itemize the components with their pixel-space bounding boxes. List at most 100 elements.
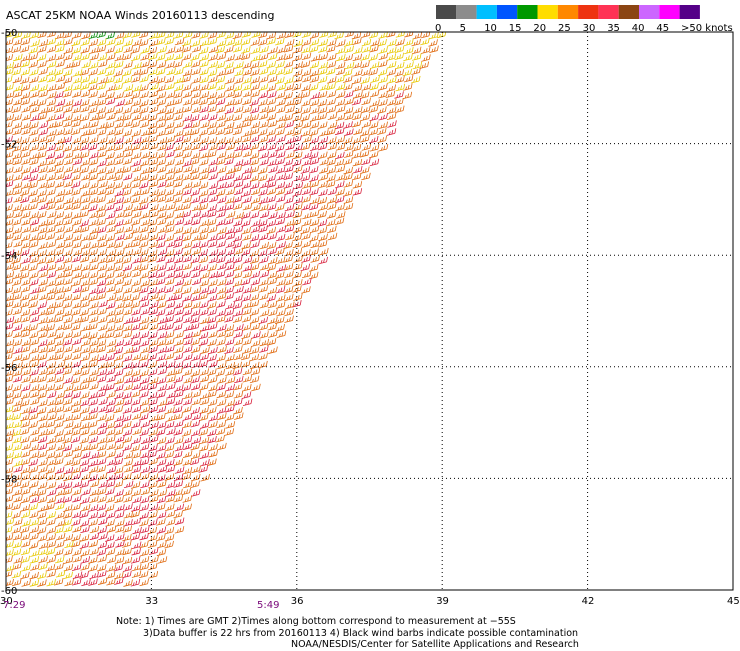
wind-barb xyxy=(183,442,193,450)
wind-barb xyxy=(89,241,100,249)
wind-barb xyxy=(250,240,260,249)
wind-barb xyxy=(123,495,133,503)
wind-barb xyxy=(148,68,158,76)
wind-barb xyxy=(37,285,47,293)
colorbar-box xyxy=(496,5,518,19)
wind-barb xyxy=(122,443,133,452)
wind-barb xyxy=(300,113,310,122)
wind-barb xyxy=(157,556,168,564)
wind-barb xyxy=(88,442,99,451)
wind-barb xyxy=(174,129,184,137)
wind-barb xyxy=(30,39,40,47)
wind-barb xyxy=(122,406,133,414)
wind-barb xyxy=(130,345,141,354)
wind-barb xyxy=(6,368,15,377)
wind-barb xyxy=(327,38,337,47)
wind-barb xyxy=(80,300,90,308)
wind-barb xyxy=(182,98,193,106)
wind-barb xyxy=(164,540,174,549)
wind-barb xyxy=(106,301,116,310)
wind-barb xyxy=(174,443,185,452)
wind-barb xyxy=(98,256,108,264)
wind-barb xyxy=(318,52,329,61)
wind-barb xyxy=(71,211,82,219)
wind-barb xyxy=(301,38,312,47)
wind-barb xyxy=(368,105,379,113)
wind-barb xyxy=(89,218,99,226)
colorbar-boxes xyxy=(436,5,700,19)
wind-barb xyxy=(182,195,192,204)
wind-barb xyxy=(232,195,243,203)
wind-barb xyxy=(259,309,270,317)
wind-barb xyxy=(378,46,388,54)
wind-barb xyxy=(140,128,151,137)
wind-barb xyxy=(189,157,200,166)
wind-barb xyxy=(327,53,337,61)
wind-barb xyxy=(105,278,115,286)
wind-barb xyxy=(156,413,166,421)
wind-barb xyxy=(182,466,193,475)
wind-barb xyxy=(89,255,99,264)
wind-barb xyxy=(156,474,166,482)
wind-barb xyxy=(308,83,319,91)
wind-barb xyxy=(46,270,57,279)
wind-barb xyxy=(139,113,150,122)
time-label-left: 7:29 xyxy=(3,600,25,611)
wind-barb xyxy=(140,46,150,54)
wind-barb xyxy=(165,61,175,69)
wind-barb xyxy=(283,158,294,167)
wind-barb xyxy=(149,555,159,564)
wind-barb xyxy=(198,465,209,473)
wind-barb xyxy=(242,307,252,316)
wind-barb xyxy=(123,458,134,467)
wind-barb xyxy=(156,353,166,362)
wind-barb xyxy=(149,300,159,309)
wind-barb xyxy=(19,271,30,279)
wind-barb xyxy=(182,150,192,159)
wind-barb xyxy=(37,511,47,519)
wind-barb xyxy=(130,532,141,541)
wind-barb xyxy=(292,285,302,293)
wind-barb xyxy=(292,97,302,106)
wind-barb xyxy=(12,488,23,496)
wind-barb xyxy=(191,436,202,445)
wind-barb xyxy=(284,164,294,173)
wind-barb xyxy=(114,151,125,159)
wind-barb xyxy=(45,135,55,144)
wind-barb xyxy=(352,158,363,167)
wind-barb xyxy=(98,76,108,85)
wind-barb xyxy=(344,128,354,136)
wind-barb xyxy=(96,292,107,300)
wind-barb xyxy=(378,98,388,107)
wind-barb xyxy=(13,399,23,407)
wind-barb xyxy=(30,473,40,481)
colorbar-box xyxy=(679,5,700,19)
wind-barb xyxy=(63,188,74,196)
wind-barb xyxy=(302,135,312,143)
wind-barb xyxy=(233,180,244,188)
wind-barb xyxy=(378,83,388,91)
wind-barb xyxy=(149,203,159,212)
wind-barb xyxy=(310,91,320,100)
wind-barb xyxy=(123,346,134,355)
wind-barb xyxy=(130,361,140,369)
wind-barb xyxy=(149,338,159,347)
wind-barb xyxy=(97,375,107,383)
wind-barb xyxy=(54,338,65,347)
wind-barb xyxy=(55,391,65,399)
wind-barb xyxy=(97,225,107,234)
wind-barb xyxy=(71,466,81,474)
wind-barb xyxy=(80,293,90,302)
wind-barb xyxy=(12,248,23,257)
wind-barb xyxy=(181,75,191,83)
wind-barb xyxy=(224,114,234,122)
wind-barb xyxy=(63,390,73,399)
wind-barb xyxy=(55,271,66,279)
wind-barb xyxy=(361,83,372,91)
wind-barb xyxy=(190,226,200,234)
wind-barb xyxy=(216,83,226,91)
wind-barb xyxy=(45,466,56,475)
wind-barb xyxy=(165,225,175,233)
note-line-1: Note: 1) Times are GMT 2)Times along bot… xyxy=(116,616,516,627)
wind-barb xyxy=(232,136,243,144)
